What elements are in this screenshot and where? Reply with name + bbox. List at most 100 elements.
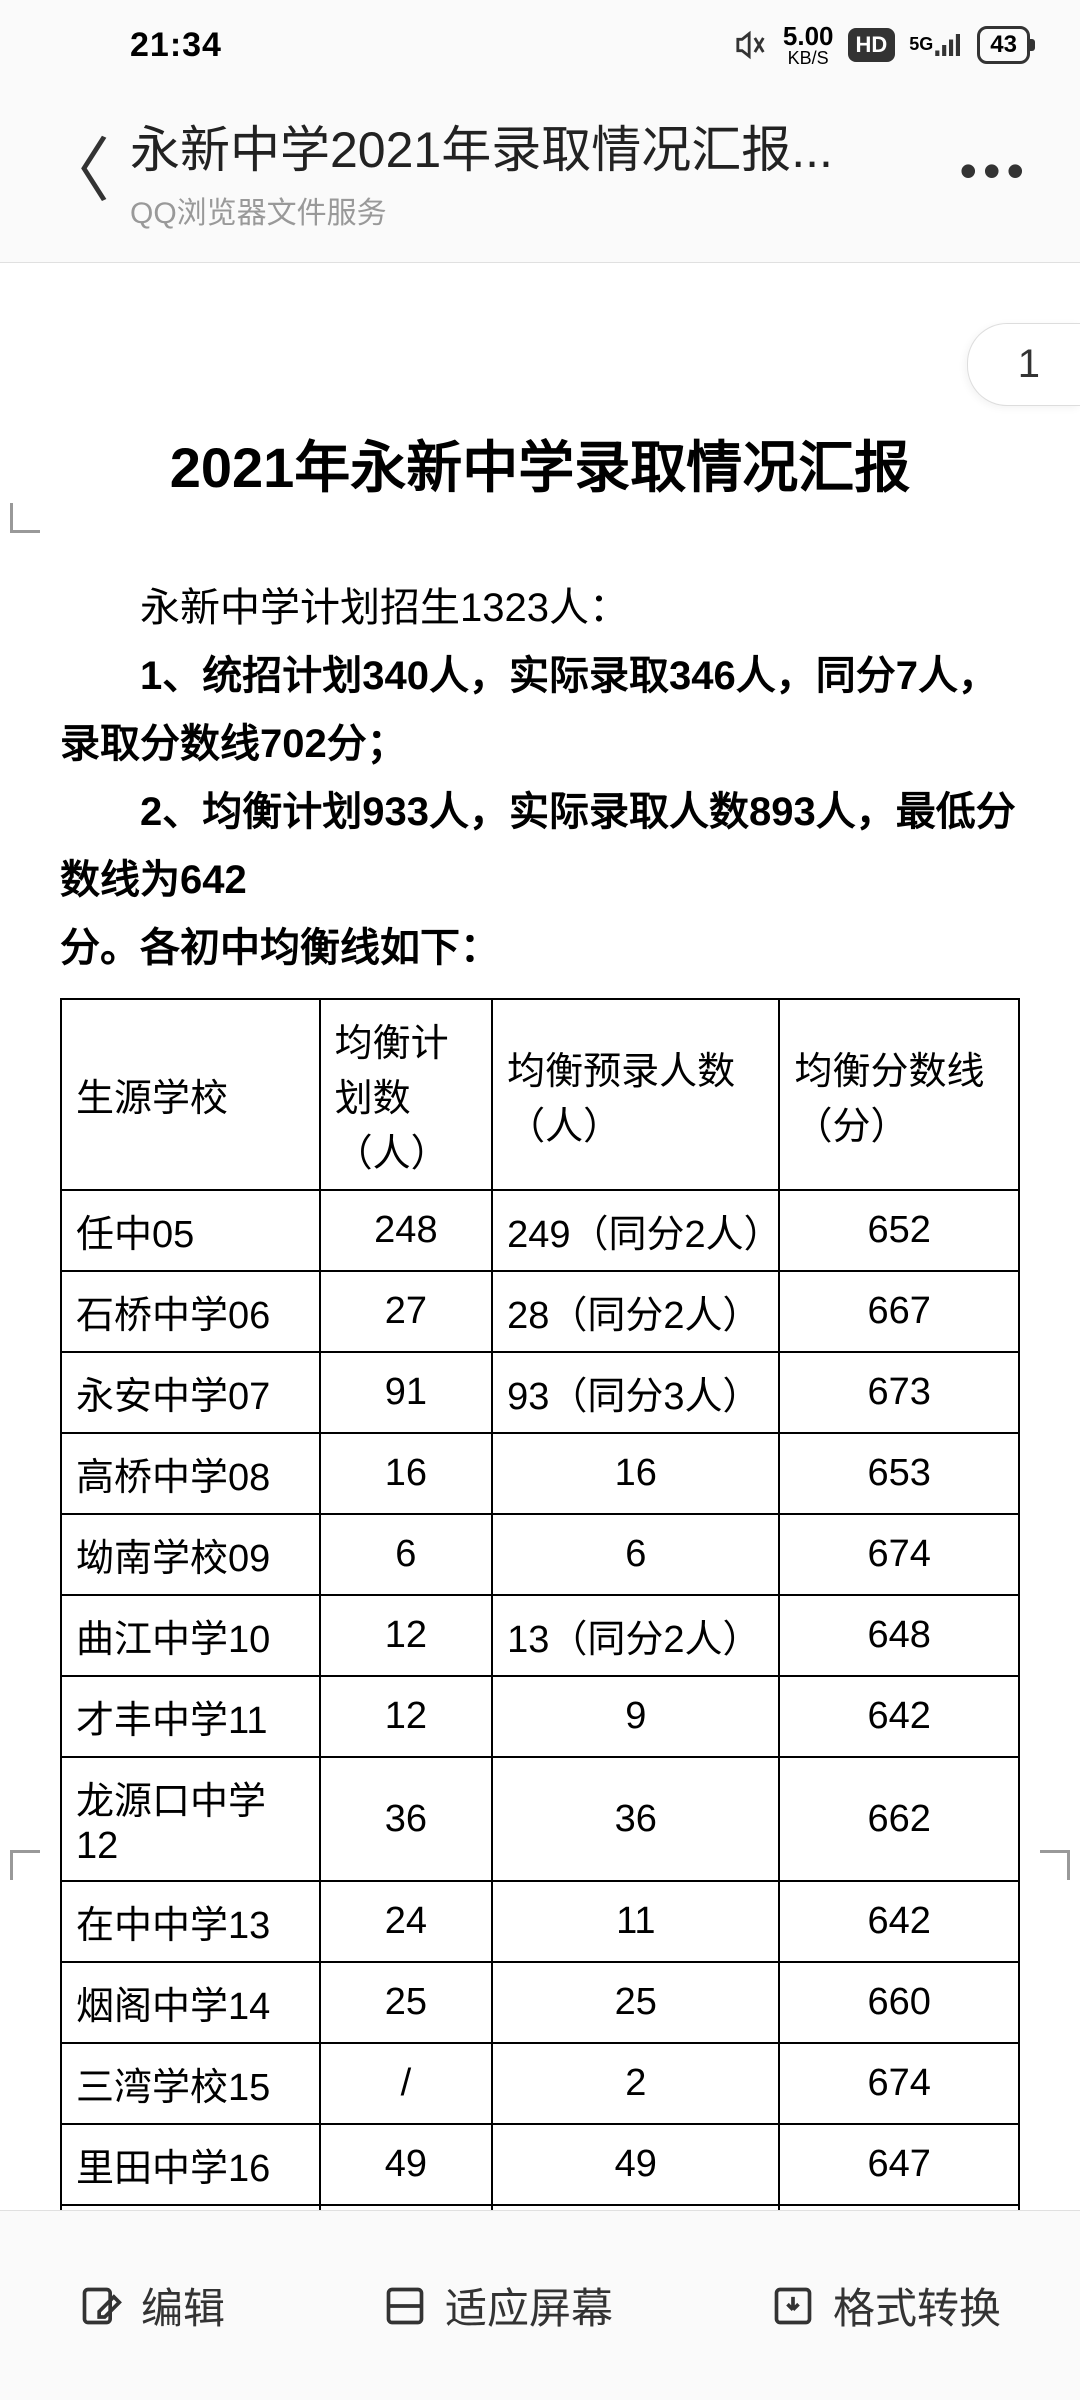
- cell-school: 龙源口中学12: [61, 1757, 320, 1881]
- table-row: 江畔中学17113642: [61, 2205, 1019, 2210]
- doc-title: 2021年永新中学录取情况汇报: [60, 423, 1020, 504]
- cell-school: 曲江中学10: [61, 1595, 320, 1676]
- edit-button[interactable]: 编辑: [79, 2275, 225, 2336]
- cell-plan: 6: [320, 1514, 492, 1595]
- table-row: 三湾学校15/2674: [61, 2043, 1019, 2124]
- edit-icon: [79, 2284, 123, 2328]
- table-row: 永安中学079193（同分3人）673: [61, 1352, 1019, 1433]
- doc-para-3b: 分。各初中均衡线如下：: [60, 914, 1020, 982]
- cell-score: 662: [779, 1757, 1019, 1881]
- app-header: 〈 永新中学2021年录取情况汇报... QQ浏览器文件服务 •••: [0, 90, 1080, 263]
- cell-school: 里田中学16: [61, 2124, 320, 2205]
- page-title: 永新中学2021年录取情况汇报...: [130, 110, 949, 182]
- cell-school: 任中05: [61, 1190, 320, 1271]
- cell-score: 667: [779, 1271, 1019, 1352]
- col-plan: 均衡计划数（人）: [320, 999, 492, 1190]
- cell-score: 660: [779, 1962, 1019, 2043]
- cell-score: 673: [779, 1352, 1019, 1433]
- cell-score: 652: [779, 1190, 1019, 1271]
- cell-pre: 11: [492, 1881, 779, 1962]
- table-row: 石桥中学062728（同分2人）667: [61, 1271, 1019, 1352]
- doc-para-3a-text: 2、均衡计划933人，实际录取人数893人，最低分数线为642: [60, 790, 1016, 902]
- table-header-row: 生源学校 均衡计划数（人） 均衡预录人数（人） 均衡分数线（分）: [61, 999, 1019, 1190]
- cell-plan: 16: [320, 1433, 492, 1514]
- page-number-badge[interactable]: 1: [967, 323, 1080, 406]
- doc-para-1: 永新中学计划招生1323人：: [60, 574, 1020, 642]
- cell-pre: 49: [492, 2124, 779, 2205]
- cell-plan: 12: [320, 1676, 492, 1757]
- kbs-unit: KB/S: [788, 49, 829, 67]
- table-row: 里田中学164949647: [61, 2124, 1019, 2205]
- cell-pre: 28（同分2人）: [492, 1271, 779, 1352]
- cell-plan: 27: [320, 1271, 492, 1352]
- cell-pre: 249（同分2人）: [492, 1190, 779, 1271]
- kbs-value: 5.00: [783, 23, 834, 49]
- status-time: 21:34: [130, 26, 222, 65]
- cell-plan: 11: [320, 2205, 492, 2210]
- cell-pre: 9: [492, 1676, 779, 1757]
- table-row: 才丰中学11129642: [61, 1676, 1019, 1757]
- cell-school: 三湾学校15: [61, 2043, 320, 2124]
- table-row: 任中05248249（同分2人）652: [61, 1190, 1019, 1271]
- score-table: 生源学校 均衡计划数（人） 均衡预录人数（人） 均衡分数线（分） 任中05248…: [60, 998, 1020, 2210]
- cell-score: 653: [779, 1433, 1019, 1514]
- cell-school: 在中中学13: [61, 1881, 320, 1962]
- table-row: 烟阁中学142525660: [61, 1962, 1019, 2043]
- cell-school: 才丰中学11: [61, 1676, 320, 1757]
- convert-button[interactable]: 格式转换: [771, 2275, 1001, 2336]
- cell-score: 647: [779, 2124, 1019, 2205]
- col-score: 均衡分数线（分）: [779, 999, 1019, 1190]
- cell-plan: 36: [320, 1757, 492, 1881]
- status-bar: 21:34 5.00 KB/S HD 5G 43: [0, 0, 1080, 90]
- bottom-toolbar: 编辑 适应屏幕 格式转换: [0, 2210, 1080, 2400]
- table-row: 在中中学132411642: [61, 1881, 1019, 1962]
- edit-label: 编辑: [141, 2275, 225, 2336]
- cell-school: 石桥中学06: [61, 1271, 320, 1352]
- cell-pre: 36: [492, 1757, 779, 1881]
- cell-pre: 3: [492, 2205, 779, 2210]
- col-pre: 均衡预录人数（人）: [492, 999, 779, 1190]
- table-row: 曲江中学101213（同分2人）648: [61, 1595, 1019, 1676]
- col-school: 生源学校: [61, 999, 320, 1190]
- battery-indicator: 43: [977, 26, 1030, 64]
- cell-pre: 13（同分2人）: [492, 1595, 779, 1676]
- cell-plan: /: [320, 2043, 492, 2124]
- cell-school: 烟阁中学14: [61, 1962, 320, 2043]
- cell-pre: 2: [492, 2043, 779, 2124]
- crop-corner-br: [1040, 1850, 1070, 1880]
- header-titles: 永新中学2021年录取情况汇报... QQ浏览器文件服务: [130, 110, 949, 232]
- doc-para-2: 1、统招计划340人，实际录取346人，同分7人，录取分数线702分；: [60, 642, 1020, 778]
- cell-pre: 6: [492, 1514, 779, 1595]
- doc-para-3b-text: 分。各初中均衡线如下：: [60, 926, 500, 970]
- fit-screen-icon: [383, 2284, 427, 2328]
- table-row: 高桥中学081616653: [61, 1433, 1019, 1514]
- crop-corner-tl: [10, 503, 40, 533]
- mute-icon: [735, 28, 769, 62]
- cell-score: 642: [779, 1676, 1019, 1757]
- cell-pre: 25: [492, 1962, 779, 2043]
- back-button[interactable]: 〈: [30, 136, 130, 206]
- cell-school: 永安中学07: [61, 1352, 320, 1433]
- fit-screen-button[interactable]: 适应屏幕: [383, 2275, 613, 2336]
- cell-school: 江畔中学17: [61, 2205, 320, 2210]
- doc-para-2-text: 1、统招计划340人，实际录取346人，同分7人，录取分数线702分；: [60, 654, 998, 766]
- net-label: 5G: [909, 34, 933, 55]
- network-speed: 5.00 KB/S: [783, 23, 834, 67]
- cell-pre: 16: [492, 1433, 779, 1514]
- more-menu-button[interactable]: •••: [949, 142, 1040, 200]
- convert-label: 格式转换: [833, 2275, 1001, 2336]
- cell-plan: 248: [320, 1190, 492, 1271]
- crop-corner-bl: [10, 1850, 40, 1880]
- cell-plan: 24: [320, 1881, 492, 1962]
- hd-badge: HD: [848, 28, 896, 62]
- cell-score: 642: [779, 1881, 1019, 1962]
- cell-plan: 49: [320, 2124, 492, 2205]
- page-subtitle: QQ浏览器文件服务: [130, 188, 949, 232]
- cell-plan: 25: [320, 1962, 492, 2043]
- cell-plan: 12: [320, 1595, 492, 1676]
- doc-para-3a: 2、均衡计划933人，实际录取人数893人，最低分数线为642: [60, 778, 1020, 914]
- document-viewport[interactable]: 1 2021年永新中学录取情况汇报 永新中学计划招生1323人： 1、统招计划3…: [0, 263, 1080, 2210]
- cell-school: 高桥中学08: [61, 1433, 320, 1514]
- table-row: 坳南学校0966674: [61, 1514, 1019, 1595]
- cell-score: 674: [779, 1514, 1019, 1595]
